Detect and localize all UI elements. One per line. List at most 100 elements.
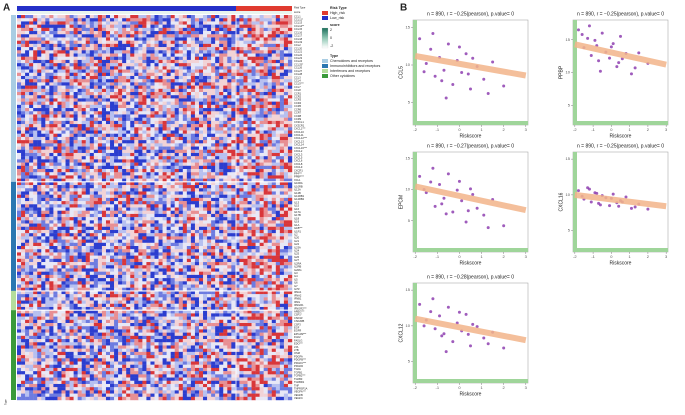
heatmap-cell	[287, 21, 293, 25]
heatmap-cell	[61, 53, 66, 57]
heatmap-cell	[118, 133, 123, 138]
heatmap-cell	[130, 85, 135, 89]
heatmap-cell	[263, 43, 268, 48]
heatmap-cell	[114, 15, 119, 19]
heatmap-cell	[114, 140, 119, 144]
heatmap-cell	[110, 92, 115, 96]
heatmap-cell	[122, 66, 127, 70]
heatmap-cell	[271, 82, 277, 86]
heatmap-cell	[255, 136, 260, 141]
heatmap-cell	[41, 75, 46, 80]
heatmap-cell	[118, 210, 123, 215]
heatmap-cell	[146, 108, 151, 112]
heatmap-cell	[263, 88, 268, 93]
heatmap-cell	[45, 95, 50, 99]
heatmap-cell	[154, 101, 159, 106]
heatmap-cell	[49, 114, 54, 118]
heatmap-cell	[154, 37, 159, 41]
heatmap-cell	[114, 229, 119, 234]
heatmap-cell	[203, 140, 208, 144]
heatmap-cell	[287, 169, 293, 173]
heatmap-cell	[101, 124, 107, 128]
heatmap-cell	[142, 40, 147, 45]
heatmap-cell	[33, 92, 38, 96]
heatmap-cell	[271, 88, 277, 93]
heatmap-cell	[182, 217, 188, 221]
heatmap-cell	[263, 133, 268, 138]
heatmap-cell	[122, 191, 127, 195]
heatmap-cell	[61, 82, 66, 86]
heatmap-cell	[25, 143, 30, 147]
heatmap-cell	[29, 197, 34, 202]
heatmap-cell	[239, 124, 244, 128]
heatmap-cell	[227, 233, 232, 237]
heatmap-cell	[243, 185, 248, 189]
heatmap-cell	[166, 21, 171, 25]
heatmap-cell	[231, 210, 236, 215]
heatmap-cell	[150, 130, 155, 134]
heatmap-cell	[174, 27, 179, 32]
heatmap-cell	[57, 136, 62, 141]
heatmap-cell	[122, 92, 127, 96]
heatmap-cell	[114, 226, 119, 231]
heatmap-cell	[105, 92, 111, 96]
heatmap-cell	[41, 72, 46, 77]
heatmap-cell	[279, 239, 285, 243]
heatmap-cell	[142, 111, 147, 115]
heatmap-cell	[61, 152, 66, 157]
heatmap-cell	[105, 82, 111, 86]
heatmap-cell	[57, 152, 62, 157]
heatmap-cell	[247, 130, 252, 134]
heatmap-cell	[207, 133, 212, 138]
heatmap-cell	[182, 92, 188, 96]
heatmap-cell	[207, 223, 212, 227]
heatmap-cell	[37, 59, 42, 64]
heatmap-cell	[25, 165, 30, 170]
heatmap-cell	[142, 136, 147, 141]
heatmap-cell	[227, 111, 232, 115]
heatmap-cell	[142, 69, 147, 73]
heatmap-cell	[239, 101, 244, 106]
heatmap-cell	[251, 27, 256, 32]
heatmap-cell	[251, 117, 256, 122]
heatmap-cell	[146, 15, 151, 19]
heatmap-cell	[279, 140, 285, 144]
heatmap-cell	[275, 156, 281, 160]
heatmap-cell	[105, 88, 111, 93]
heatmap-cell	[203, 210, 208, 215]
heatmap-cell	[271, 149, 277, 154]
heatmap-cell	[17, 220, 22, 224]
heatmap-cell	[114, 120, 119, 125]
heatmap-cell	[227, 220, 232, 224]
heatmap-cell	[118, 21, 123, 25]
heatmap-cell	[271, 140, 277, 144]
heatmap-cell	[194, 21, 200, 25]
heatmap-cell	[255, 226, 260, 231]
heatmap-cell	[194, 239, 200, 243]
heatmap-cell	[178, 85, 184, 89]
heatmap-cell	[247, 53, 252, 57]
heatmap-cell	[118, 75, 123, 80]
heatmap-cell	[53, 24, 58, 29]
heatmap-cell	[41, 24, 46, 29]
heatmap-cell	[182, 213, 188, 218]
heatmap-cell	[283, 75, 289, 80]
heatmap-cell	[65, 197, 70, 202]
heatmap-cell	[146, 120, 151, 125]
heatmap-cell	[25, 85, 30, 89]
heatmap-cell	[190, 108, 196, 112]
heatmap-cell	[198, 229, 204, 234]
heatmap-cell	[271, 114, 277, 118]
heatmap-cell	[227, 124, 232, 128]
heatmap-cell	[227, 172, 232, 176]
gene-label: CCL3	[294, 75, 301, 79]
heatmap-cell	[37, 111, 42, 115]
heatmap-cell	[227, 213, 232, 218]
heatmap-cell	[190, 156, 196, 160]
heatmap-cell	[29, 127, 34, 131]
heatmap-cell	[227, 143, 232, 147]
heatmap-cell	[105, 59, 111, 64]
heatmap-cell	[105, 194, 111, 199]
heatmap-cell	[126, 111, 131, 115]
heatmap-cell	[65, 27, 70, 32]
